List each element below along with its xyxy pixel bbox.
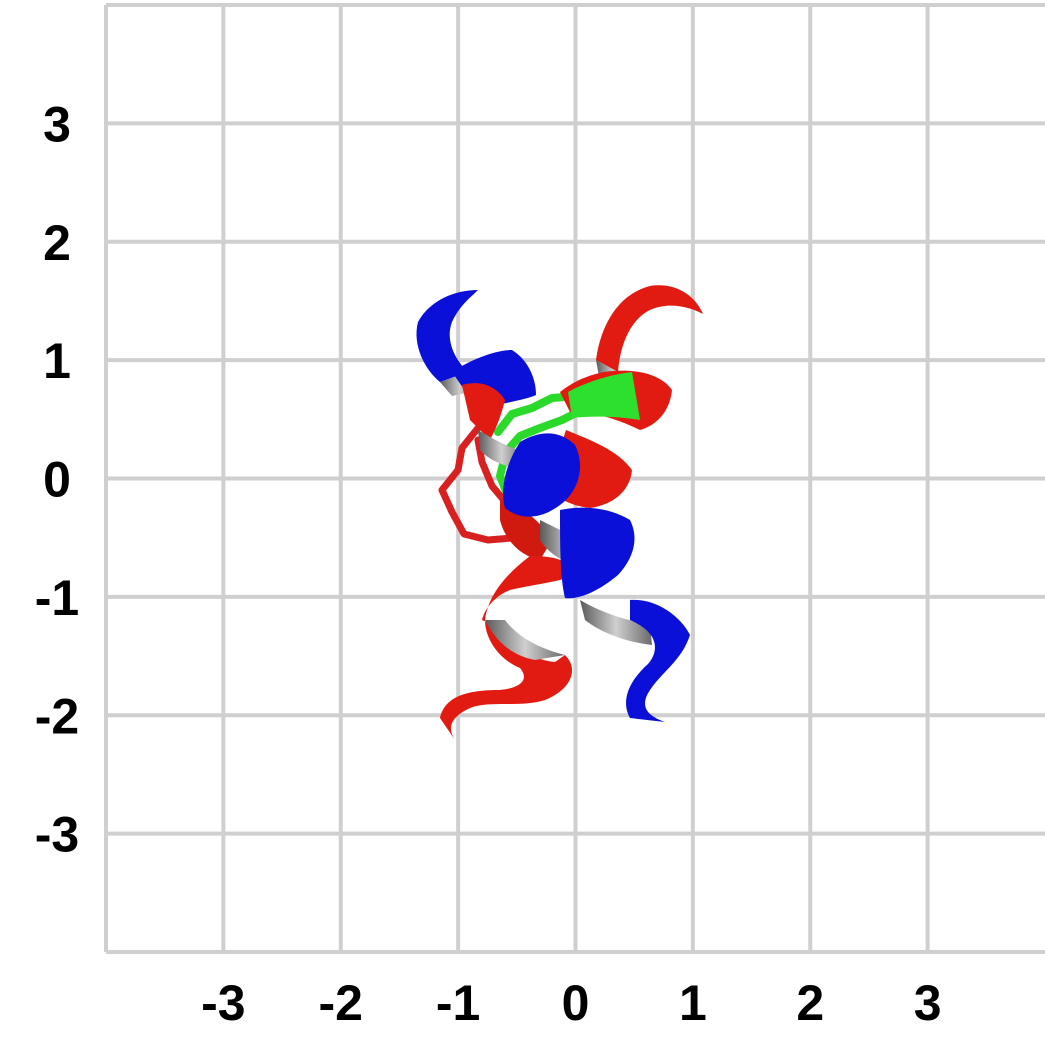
y-axis-tick-labels: 3 2 1 0 -1 -2 -3 [35, 96, 79, 862]
red-helix-band-3 [500, 500, 552, 560]
y-tick-label: 2 [43, 215, 71, 271]
x-axis-tick-labels: -3 -2 -1 0 1 2 3 [201, 975, 941, 1031]
protein-ribbon [416, 285, 703, 740]
blue-helix-top-turn [416, 290, 478, 382]
x-tick-label: 2 [796, 975, 824, 1031]
green-helix-segment [568, 372, 640, 420]
red-helix-inner-2 [485, 620, 565, 660]
y-tick-label: 0 [43, 452, 71, 508]
blue-helix-band-4 [626, 599, 690, 722]
x-tick-label: 3 [914, 975, 942, 1031]
x-tick-label: -3 [201, 975, 245, 1031]
y-tick-label: -2 [35, 688, 79, 744]
x-tick-label: -2 [319, 975, 363, 1031]
blue-helix-inner-4 [580, 600, 652, 645]
y-tick-label: -3 [35, 807, 79, 863]
blue-helix-band-3 [560, 507, 635, 599]
y-tick-label: 3 [43, 96, 71, 152]
red-helix-cross [462, 383, 505, 440]
red-sidechain [438, 424, 526, 544]
x-tick-label: 1 [679, 975, 707, 1031]
y-tick-label: 1 [43, 333, 71, 389]
y-tick-label: -1 [35, 570, 79, 626]
x-tick-label: -1 [436, 975, 480, 1031]
red-helix-top-turn [596, 285, 703, 372]
blue-helix-band-2 [503, 433, 580, 517]
x-tick-label: 0 [562, 975, 590, 1031]
